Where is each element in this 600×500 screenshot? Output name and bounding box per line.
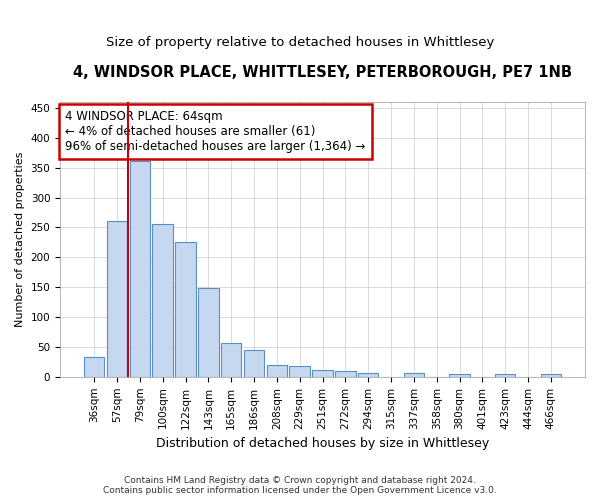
Bar: [244, 350, 264, 377]
Bar: [84, 357, 104, 377]
Bar: [198, 288, 218, 377]
Bar: [152, 224, 173, 377]
Bar: [404, 373, 424, 377]
Y-axis label: Number of detached properties: Number of detached properties: [15, 152, 25, 327]
X-axis label: Distribution of detached houses by size in Whittlesey: Distribution of detached houses by size …: [156, 437, 489, 450]
Bar: [107, 222, 127, 377]
Bar: [266, 365, 287, 377]
Bar: [495, 374, 515, 377]
Bar: [358, 372, 379, 377]
Bar: [175, 242, 196, 377]
Bar: [221, 343, 241, 377]
Bar: [130, 160, 150, 377]
Bar: [335, 371, 356, 377]
Title: 4, WINDSOR PLACE, WHITTLESEY, PETERBOROUGH, PE7 1NB: 4, WINDSOR PLACE, WHITTLESEY, PETERBOROU…: [73, 65, 572, 80]
Text: 4 WINDSOR PLACE: 64sqm
← 4% of detached houses are smaller (61)
96% of semi-deta: 4 WINDSOR PLACE: 64sqm ← 4% of detached …: [65, 110, 365, 153]
Text: Contains HM Land Registry data © Crown copyright and database right 2024.
Contai: Contains HM Land Registry data © Crown c…: [103, 476, 497, 495]
Bar: [289, 366, 310, 377]
Bar: [449, 374, 470, 377]
Bar: [541, 374, 561, 377]
Text: Size of property relative to detached houses in Whittlesey: Size of property relative to detached ho…: [106, 36, 494, 49]
Bar: [312, 370, 333, 377]
